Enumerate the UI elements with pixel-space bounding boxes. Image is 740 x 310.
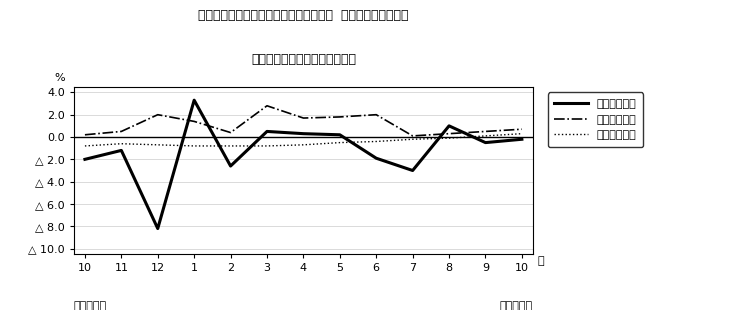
Text: 平成２２年: 平成２２年 (500, 301, 533, 310)
Text: 平成２１年: 平成２１年 (74, 301, 107, 310)
Text: 第４図　賃金、労働時間、常用雇用指数  対前年同月比の推移: 第４図 賃金、労働時間、常用雇用指数 対前年同月比の推移 (198, 9, 408, 22)
Text: 月: 月 (537, 256, 544, 266)
Text: %: % (54, 73, 65, 83)
Legend: 現金給与総額, 総実労働時間, 常用雇用指数: 現金給与総額, 総実労働時間, 常用雇用指数 (548, 92, 643, 147)
Text: （規模５人以上　調査産業計）: （規模５人以上 調査産業計） (251, 53, 356, 66)
